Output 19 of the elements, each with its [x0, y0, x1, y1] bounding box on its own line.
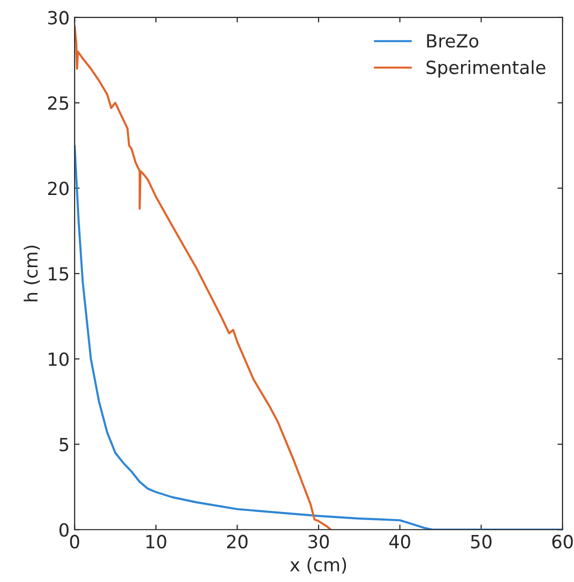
y-axis-title: h (cm): [24, 246, 40, 302]
x-tick-label: 30: [308, 534, 329, 548]
y-tick-label: 10: [48, 352, 69, 366]
x-tick-label: 20: [227, 534, 248, 548]
x-tick-label: 50: [471, 534, 492, 548]
x-tick-label: 40: [389, 534, 410, 548]
legend-label: Sperimentale: [426, 60, 546, 78]
y-tick-label: 5: [60, 438, 68, 452]
y-tick-label: 15: [48, 267, 68, 281]
line-series: [74, 24, 332, 530]
y-tick-label: 25: [48, 96, 68, 110]
x-axis-title: x (cm): [290, 558, 346, 574]
y-tick-label: 20: [48, 182, 69, 196]
legend-label: BreZo: [427, 34, 478, 48]
x-tick-label: 60: [552, 534, 573, 548]
x-tick-label: 10: [146, 534, 166, 548]
x-tick-label: 0: [70, 534, 80, 548]
y-tick-label: 0: [59, 523, 69, 537]
y-tick-label: 30: [48, 10, 69, 25]
